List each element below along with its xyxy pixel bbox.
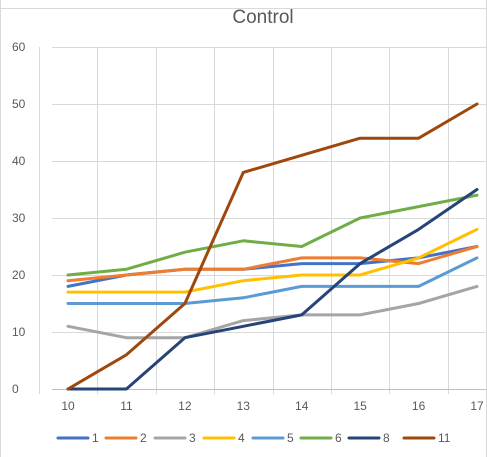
y-tick-label: 60 xyxy=(12,40,26,54)
chart-title: Control xyxy=(232,7,293,28)
gridlines xyxy=(39,47,487,394)
x-tick-label: 17 xyxy=(470,399,484,413)
x-tick-label: 14 xyxy=(295,399,309,413)
x-tick-label: 10 xyxy=(61,399,75,413)
y-tick-label: 40 xyxy=(12,154,26,168)
legend-label-6: 6 xyxy=(335,431,342,445)
series-line-4 xyxy=(66,227,479,294)
legend-label-5: 5 xyxy=(287,431,294,445)
series-lines xyxy=(66,102,479,391)
legend-label-4: 4 xyxy=(238,431,245,445)
y-tick-label: 20 xyxy=(12,268,26,282)
x-tick-label: 13 xyxy=(237,399,251,413)
y-tick-label: 30 xyxy=(12,211,26,225)
legend: 1 2 3 4 5 6 8 11 xyxy=(56,431,451,445)
x-tick-label: 12 xyxy=(178,399,192,413)
legend-label-11: 11 xyxy=(438,431,451,445)
series-line-3 xyxy=(66,284,479,340)
x-tick-label: 15 xyxy=(353,399,367,413)
series-line-11 xyxy=(66,102,479,391)
legend-label-2: 2 xyxy=(140,431,147,445)
legend-label-3: 3 xyxy=(189,431,196,445)
legend-label-8: 8 xyxy=(383,431,390,445)
y-tick-label: 0 xyxy=(12,382,19,396)
series-line-2 xyxy=(66,245,479,283)
x-tick-label: 11 xyxy=(120,399,133,413)
y-tick-label: 10 xyxy=(12,325,26,339)
series-line-6 xyxy=(66,193,479,277)
series-line-5 xyxy=(66,256,479,305)
legend-label-1: 1 xyxy=(92,431,99,445)
series-line-8 xyxy=(66,188,479,391)
y-tick-label: 50 xyxy=(12,97,26,111)
x-tick-label: 16 xyxy=(412,399,426,413)
